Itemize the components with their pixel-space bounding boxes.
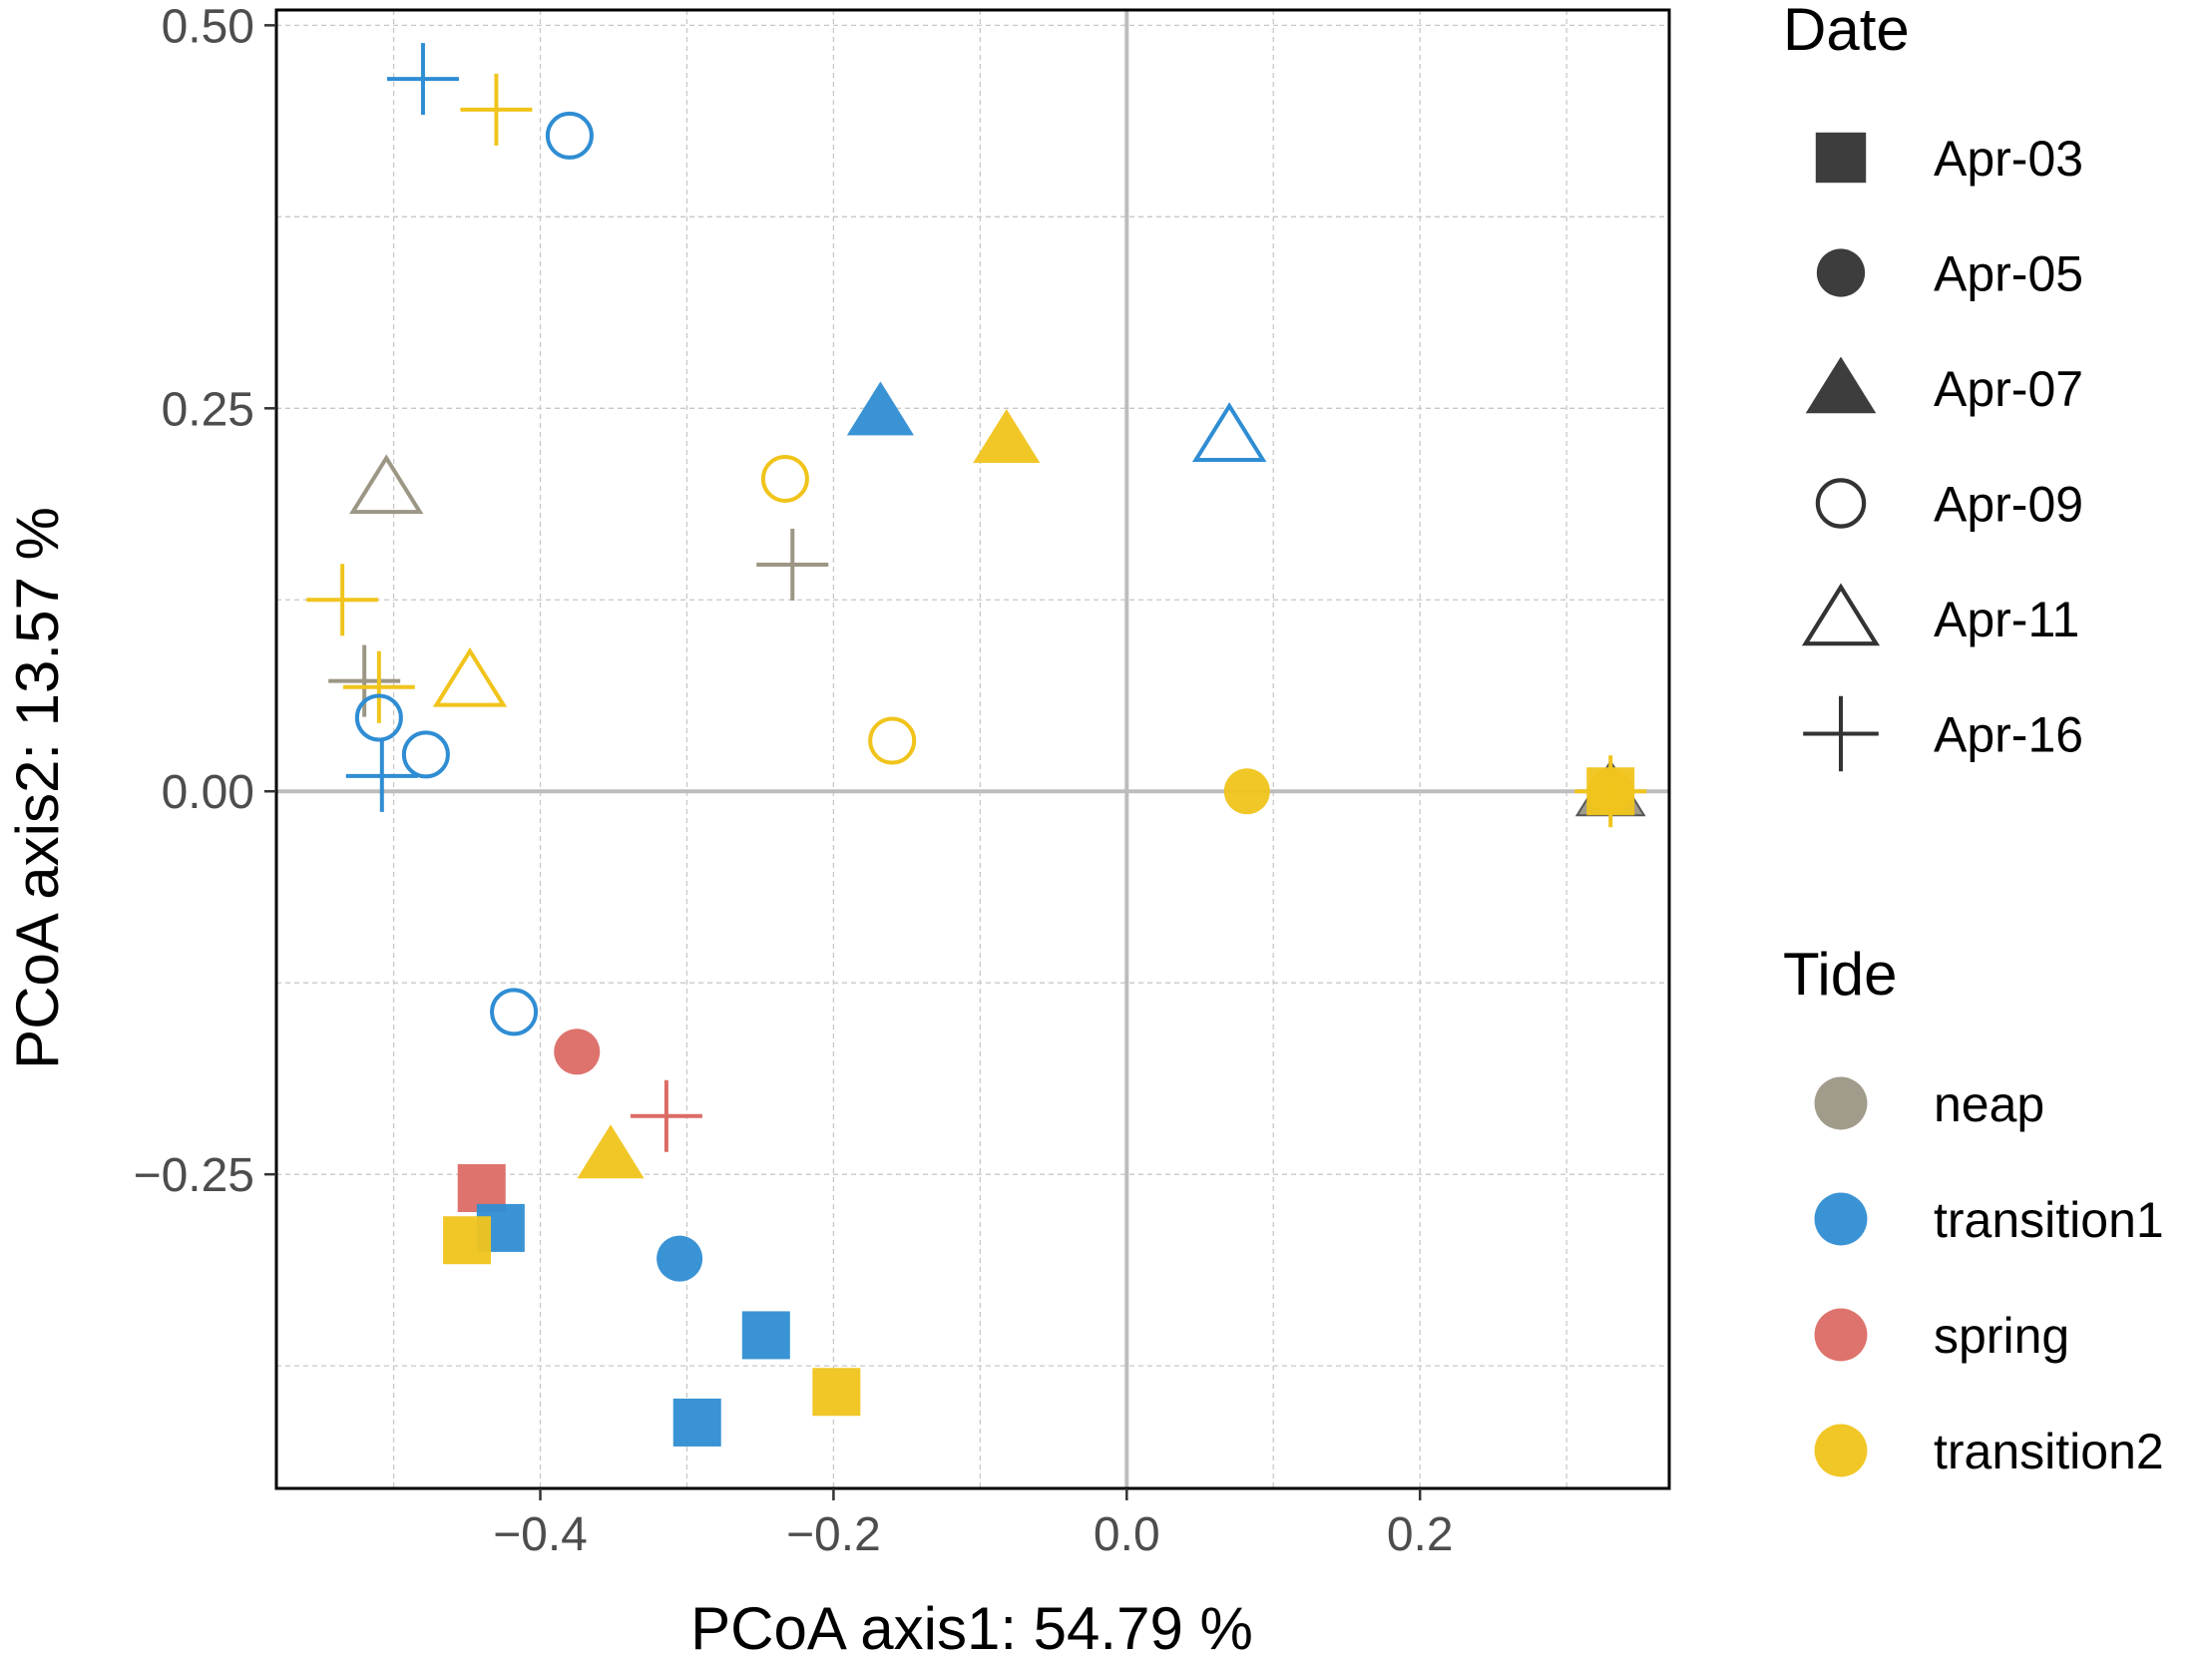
point-transition2-apr-05 <box>1587 768 1634 815</box>
legend-key-apr-07 <box>1805 356 1877 414</box>
point-transition1-apr-09 <box>490 988 539 1037</box>
point-transition1-apr-16 <box>345 739 418 812</box>
legend-key-transition1 <box>1814 1192 1868 1246</box>
legend-title-tide: Tide <box>1783 941 1898 1008</box>
point-spring-apr-16 <box>630 1079 702 1152</box>
y-axis-title: PCoA axis2: 13.57 % <box>4 507 71 1069</box>
data-points <box>306 43 1647 1447</box>
legend-key-apr-11 <box>1801 583 1881 646</box>
point-transition2-apr-16 <box>306 564 379 636</box>
point-transition2-apr-05 <box>1223 768 1270 815</box>
point-transition1-apr-03 <box>672 1398 721 1447</box>
point-neap-apr-16 <box>328 644 401 717</box>
plot-panel-border <box>274 8 1671 1490</box>
point-transition1-apr-09 <box>401 730 450 779</box>
point-transition1-apr-09 <box>354 693 403 742</box>
point-transition2-apr-16 <box>342 650 415 723</box>
point-transition2-apr-09 <box>760 454 809 503</box>
axis-ticks: −0.4 −0.2 0.0 0.2 0.50 0.25 0.00 −0.25 <box>134 0 1454 1561</box>
point-transition2-apr-16 <box>460 73 533 146</box>
point-transition1-apr-05 <box>657 1235 703 1282</box>
legend-key-spring <box>1814 1308 1868 1362</box>
legend-key-apr-05 <box>1816 248 1866 297</box>
point-transition2-apr-09 <box>868 716 917 765</box>
legend-label-date: Apr-16 <box>1934 707 2083 763</box>
zero-lines <box>276 10 1669 1488</box>
point-transition1-apr-03 <box>741 1311 790 1360</box>
legend-label-date: Apr-05 <box>1934 246 2083 302</box>
legend-label-tide: neap <box>1934 1076 2044 1132</box>
legend-key-apr-09 <box>1815 478 1867 529</box>
x-tick-label: 0.0 <box>1094 1508 1160 1561</box>
grid-layer <box>276 10 1669 1488</box>
legend-label-date: Apr-09 <box>1934 477 2083 533</box>
y-tick-label: 0.00 <box>162 766 254 819</box>
legend-title-date: Date <box>1783 0 1910 63</box>
point-transition1-apr-09 <box>545 111 594 160</box>
legend-key-transition2 <box>1814 1424 1868 1477</box>
x-tick-label: 0.2 <box>1387 1508 1454 1561</box>
point-transition2-apr-03 <box>812 1368 861 1417</box>
point-spring-apr-05 <box>554 1029 601 1075</box>
x-axis-title: PCoA axis1: 54.79 % <box>690 1595 1253 1659</box>
legends: Date Apr-03 Apr-05 Apr-07 Apr-09 Apr-11 Apr-16… <box>1783 0 2164 1479</box>
legend-label-tide: spring <box>1934 1308 2069 1364</box>
point-neap-apr-11 <box>349 454 424 515</box>
point-transition1-apr-07 <box>846 381 915 436</box>
legend-key-apr-03 <box>1815 132 1867 184</box>
point-transition2-apr-07 <box>973 409 1041 464</box>
point-transition2-apr-07 <box>577 1124 645 1179</box>
point-transition2-apr-03 <box>443 1216 492 1265</box>
legend-key-apr-16 <box>1803 695 1879 772</box>
legend-label-tide: transition2 <box>1934 1424 2164 1479</box>
x-tick-label: −0.2 <box>786 1508 881 1561</box>
point-transition1-apr-11 <box>1191 402 1267 462</box>
point-transition2-apr-11 <box>432 646 508 707</box>
legend-key-neap <box>1814 1076 1868 1130</box>
y-tick-label: 0.50 <box>162 0 254 53</box>
legend-label-date: Apr-11 <box>1934 592 2079 647</box>
y-tick-label: −0.25 <box>134 1149 254 1202</box>
y-tick-label: 0.25 <box>162 383 254 436</box>
point-transition1-apr-16 <box>386 43 459 116</box>
legend-label-date: Apr-07 <box>1934 361 2083 417</box>
x-tick-label: −0.4 <box>493 1508 588 1561</box>
point-neap-apr-16 <box>756 528 829 601</box>
legend-label-date: Apr-03 <box>1934 131 2083 187</box>
legend-label-tide: transition1 <box>1934 1192 2164 1248</box>
